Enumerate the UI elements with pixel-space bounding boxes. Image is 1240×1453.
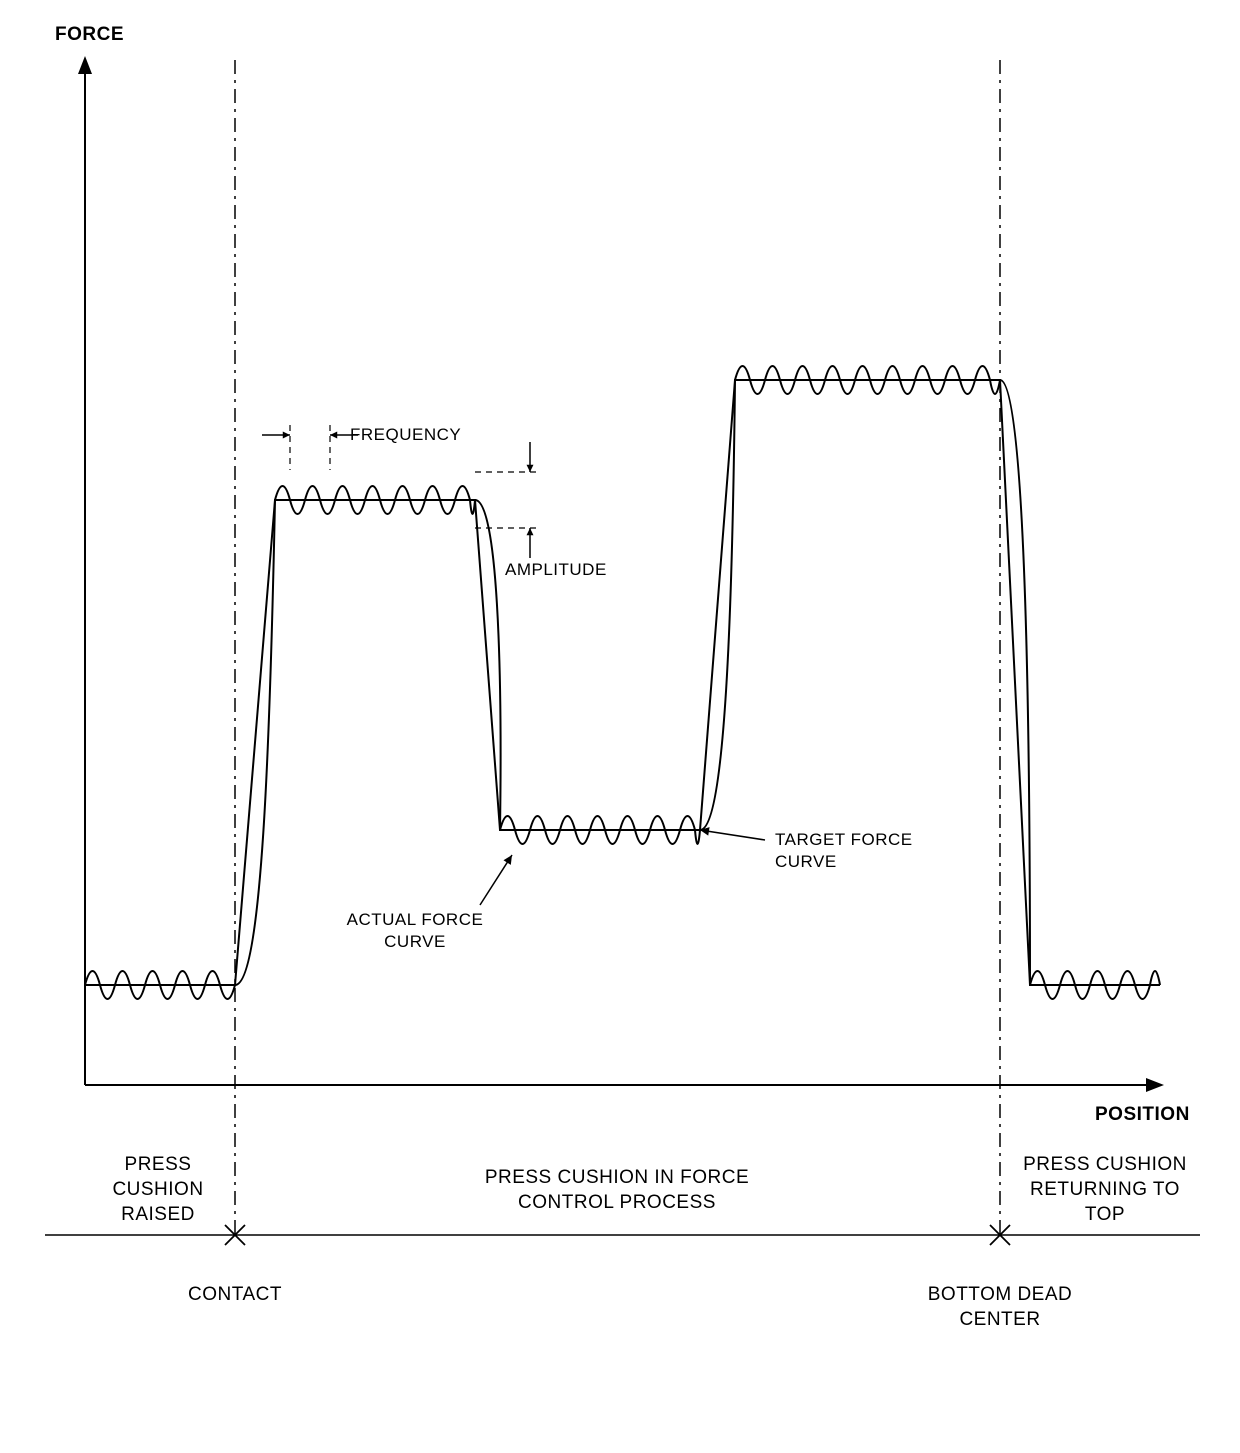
- y-axis: FORCE: [55, 24, 124, 1085]
- frequency-annotation: FREQUENCY: [262, 425, 461, 470]
- y-axis-label: FORCE: [55, 24, 124, 45]
- target-force-label-2: CURVE: [775, 852, 837, 871]
- region-returning-1: PRESS CUSHION: [1023, 1154, 1187, 1175]
- guide-lines: [235, 60, 1000, 1235]
- region-labels: PRESS CUSHION RAISED PRESS CUSHION IN FO…: [112, 1154, 1186, 1330]
- force-position-diagram: FORCE POSITION FREQUENCY AMPLITUDE ACTUA…: [0, 0, 1240, 1453]
- region-process-1: PRESS CUSHION IN FORCE: [485, 1167, 749, 1188]
- frequency-label: FREQUENCY: [350, 425, 461, 444]
- region-returning-2: RETURNING TO: [1030, 1179, 1180, 1200]
- region-returning-3: TOP: [1085, 1204, 1125, 1225]
- amplitude-label: AMPLITUDE: [505, 560, 607, 579]
- target-force-label-1: TARGET FORCE: [775, 830, 913, 849]
- actual-force-label-1: ACTUAL FORCE: [347, 910, 484, 929]
- bdc-label-1: BOTTOM DEAD: [928, 1284, 1073, 1305]
- contact-label: CONTACT: [188, 1284, 282, 1305]
- x-axis-label: POSITION: [1095, 1104, 1190, 1125]
- region-raised-3: RAISED: [121, 1204, 195, 1225]
- target-force-callout: TARGET FORCE CURVE: [700, 827, 913, 871]
- actual-force-curve: [85, 366, 1160, 999]
- region-baseline: [45, 1225, 1200, 1245]
- target-force-curve: [85, 380, 1160, 985]
- actual-force-label-2: CURVE: [384, 932, 446, 951]
- amplitude-annotation: AMPLITUDE: [475, 442, 607, 579]
- region-raised-2: CUSHION: [112, 1179, 203, 1200]
- region-raised-1: PRESS: [125, 1154, 192, 1175]
- region-process-2: CONTROL PROCESS: [518, 1192, 716, 1213]
- x-axis: POSITION: [85, 1078, 1190, 1125]
- bdc-label-2: CENTER: [959, 1309, 1040, 1330]
- actual-force-callout: ACTUAL FORCE CURVE: [347, 855, 512, 951]
